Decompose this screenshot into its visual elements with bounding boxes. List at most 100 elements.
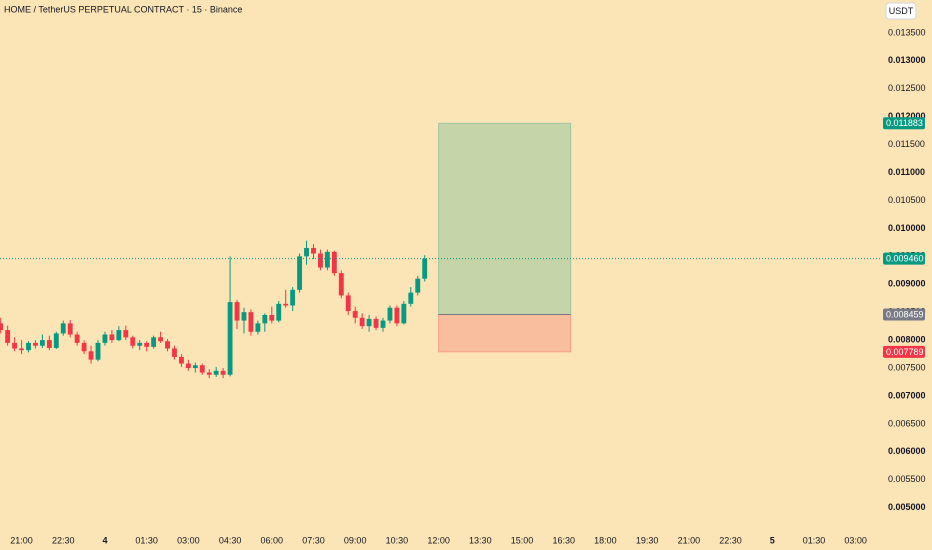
candle-body — [366, 318, 372, 327]
candle-body — [137, 342, 143, 346]
x-tick-label: 19:30 — [636, 535, 659, 545]
x-tick-label: 10:30 — [386, 535, 409, 545]
candle-body — [33, 342, 38, 346]
x-tick-label: 22:30 — [52, 535, 75, 545]
candle-body — [359, 317, 365, 327]
candle-body — [39, 340, 45, 346]
candle-body — [178, 356, 184, 364]
y-tick-label: 0.013000 — [888, 55, 926, 65]
candle-body — [234, 302, 240, 321]
candle-body — [352, 311, 358, 318]
x-tick-label: 21:00 — [678, 535, 701, 545]
price-label: 0.009460 — [886, 253, 924, 263]
y-tick-label: 0.011000 — [888, 167, 925, 177]
candle-body — [26, 342, 31, 351]
y-tick-label: 0.013500 — [888, 27, 926, 37]
price-label: 0.011883 — [886, 118, 923, 128]
candle-body — [283, 303, 289, 306]
y-tick-label: 0.010500 — [888, 195, 926, 205]
price-label-box — [883, 345, 925, 358]
y-tick-label: 0.006000 — [888, 446, 926, 456]
y-tick-label: 0.005500 — [888, 474, 926, 484]
candle-body — [199, 365, 205, 373]
candle-body — [109, 334, 115, 341]
currency[interactable]: USDT — [889, 6, 914, 16]
candle-body — [130, 337, 136, 346]
currency-box[interactable] — [885, 2, 917, 20]
y-tick-label: 0.007000 — [888, 390, 926, 400]
candle-body — [151, 337, 157, 347]
stop-zone — [438, 313, 572, 353]
candle-body — [0, 323, 4, 331]
x-tick-label: 4 — [102, 535, 107, 545]
candle-body — [394, 307, 400, 324]
candle-body — [373, 318, 379, 328]
y-tick-label: 0.011500 — [888, 139, 925, 149]
x-tick-label: 15:00 — [511, 535, 534, 545]
candle-body — [12, 342, 18, 349]
price-label-box — [883, 252, 925, 265]
candle-body — [74, 334, 80, 343]
candle-body — [415, 278, 421, 293]
x-tick-label: 01:30 — [135, 535, 158, 545]
candle-body — [255, 323, 261, 332]
price-label: 0.007789 — [886, 347, 924, 357]
candle-body — [408, 292, 414, 304]
x-tick-label: 13:30 — [469, 535, 492, 545]
x-tick-label: 09:00 — [344, 535, 367, 545]
candle-body — [220, 370, 226, 375]
candle-body — [290, 289, 296, 306]
candle-body — [81, 342, 87, 352]
candle-body — [172, 348, 177, 357]
candle-body — [338, 273, 344, 296]
candle-body — [19, 348, 24, 351]
candle-body — [262, 314, 268, 324]
x-tick-label: 21:00 — [10, 535, 33, 545]
y-tick-label: 0.009000 — [888, 279, 926, 289]
x-tick-label: 06:00 — [261, 535, 284, 545]
price-label: 0.008459 — [886, 309, 924, 319]
candle-body — [318, 253, 323, 268]
candle-body — [165, 341, 170, 349]
x-tick-label: 5 — [770, 535, 775, 545]
candle-body — [102, 334, 108, 343]
y-tick-label: 0.005000 — [888, 502, 926, 512]
x-tick-label: 01:30 — [803, 535, 826, 545]
candle-body — [345, 295, 351, 312]
candle-body — [387, 307, 393, 321]
price-label-box — [883, 117, 925, 130]
candle-body — [144, 342, 150, 347]
candle-body — [297, 256, 303, 290]
candle-body — [269, 314, 275, 321]
candle-body — [88, 351, 94, 360]
candle-body — [331, 251, 337, 274]
x-tick-label: 04:30 — [219, 535, 242, 545]
candle-body — [116, 330, 122, 341]
x-tick-label: 03:00 — [177, 535, 200, 545]
candle-body — [248, 312, 254, 332]
candle-body — [227, 302, 233, 375]
candle-body — [401, 303, 407, 324]
x-tick-label: 16:30 — [552, 535, 575, 545]
candle-body — [158, 337, 164, 342]
candle-body — [67, 323, 73, 335]
target-zone — [438, 122, 572, 315]
candle-body — [380, 320, 386, 328]
candle-body — [53, 333, 59, 348]
y-tick-label: 0.012000 — [888, 111, 926, 121]
candle-body — [123, 330, 129, 338]
candle-body — [5, 330, 11, 343]
y-tick-label: 0.007500 — [888, 362, 926, 372]
candle-body — [304, 247, 309, 257]
candle-body — [213, 370, 219, 375]
candle-body — [311, 247, 316, 254]
chart-title: HOME / TetherUS PERPETUAL CONTRACT · 15 … — [4, 4, 242, 14]
candle-body — [206, 372, 212, 375]
y-tick-label: 0.010000 — [888, 223, 926, 233]
candle-body — [422, 258, 428, 279]
candle-body — [276, 303, 282, 321]
y-tick-label: 0.008000 — [888, 334, 926, 344]
candle-body — [46, 340, 52, 348]
